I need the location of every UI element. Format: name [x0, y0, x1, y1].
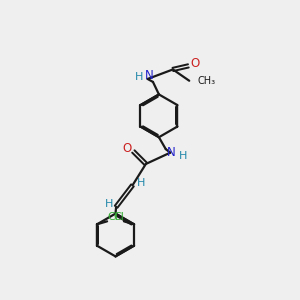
Text: N: N	[145, 70, 154, 83]
Text: H: H	[135, 72, 143, 82]
Text: N: N	[167, 146, 176, 159]
Text: Cl: Cl	[113, 212, 124, 222]
Text: CH₃: CH₃	[198, 76, 216, 86]
Text: H: H	[136, 178, 145, 188]
Text: H: H	[104, 200, 113, 209]
Text: O: O	[190, 57, 200, 70]
Text: H: H	[178, 151, 187, 161]
Text: O: O	[122, 142, 131, 155]
Text: Cl: Cl	[107, 212, 118, 222]
